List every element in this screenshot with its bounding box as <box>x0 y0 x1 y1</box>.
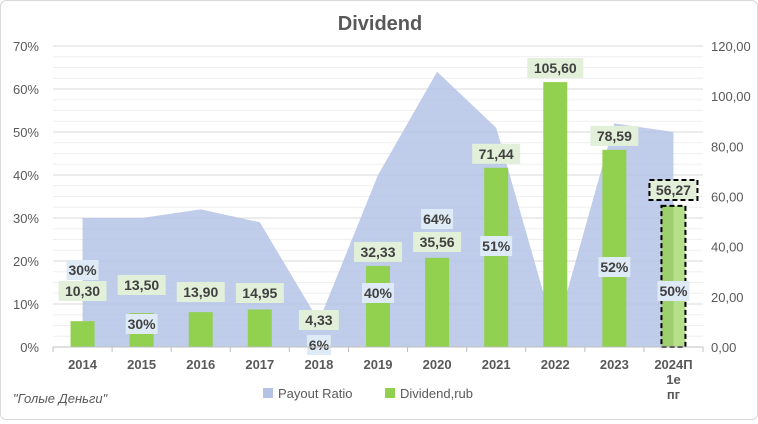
y-right-tick-label: 60,00 <box>711 190 744 205</box>
payout-ratio-label-bg <box>421 209 454 229</box>
dividend-label: 32,33 <box>360 244 395 260</box>
dividend-label: 105,60 <box>534 60 577 76</box>
y-right-tick-label: 40,00 <box>711 240 744 255</box>
x-tick-label: 2023 <box>600 357 629 372</box>
payout-ratio-label-bg <box>66 260 99 280</box>
dividend-label-bg <box>298 310 339 330</box>
y-left-tick-label: 0% <box>20 340 39 355</box>
dividend-label-bg <box>527 58 584 79</box>
payout-ratio-label: 30% <box>69 262 98 278</box>
payout-ratio-label: 51% <box>482 238 511 254</box>
payout-ratio-label: 30% <box>128 316 157 332</box>
dividend-label-bg <box>58 281 107 301</box>
dividend-bar <box>247 309 272 347</box>
x-tick-label: 2016 <box>186 357 215 372</box>
x-tick-label: 2020 <box>423 357 452 372</box>
x-tick-label: 2015 <box>127 357 156 372</box>
x-tick-label: 2024П 1е пг <box>654 357 692 402</box>
dividend-label-bg <box>117 275 166 295</box>
dividend-label-bg <box>176 282 225 302</box>
chart-title: Dividend <box>338 13 422 35</box>
dividend-bar <box>70 321 95 347</box>
dividend-label-bg <box>590 125 639 146</box>
payout-ratio-label-bg <box>480 236 513 256</box>
dividend-bar <box>484 167 509 347</box>
payout-ratio-label-bg <box>306 335 331 355</box>
source-text: "Голые Деньги" <box>13 391 109 406</box>
y-right-tick-label: 0,00 <box>711 340 736 355</box>
dividend-label: 35,56 <box>420 234 455 250</box>
y-right-tick-label: 120,00 <box>711 39 751 54</box>
dividend-label: 13,90 <box>183 284 218 300</box>
dividend-label: 4,33 <box>305 312 332 328</box>
dividend-bar <box>366 265 390 347</box>
y-left-tick-label: 70% <box>13 39 39 54</box>
y-right-tick-label: 80,00 <box>711 139 744 154</box>
dividend-label-bg <box>235 283 284 303</box>
dividend-label: 14,95 <box>242 285 277 301</box>
x-tick-label: 2018 <box>304 357 333 372</box>
payout-ratio-label: 50% <box>659 283 688 299</box>
y-left-tick-label: 30% <box>13 211 39 226</box>
payout-ratio-label-bg <box>362 283 394 303</box>
dividend-label: 13,50 <box>124 277 159 293</box>
dividend-bar <box>543 82 568 348</box>
y-left-tick-label: 60% <box>13 82 39 97</box>
payout-ratio-area <box>82 71 674 348</box>
payout-ratio-label: 40% <box>364 285 393 301</box>
payout-ratio-label-bg <box>598 257 631 277</box>
dividend-label: 71,44 <box>479 146 514 162</box>
y-left-tick-label: 50% <box>13 125 39 140</box>
y-left-tick-label: 10% <box>13 297 39 312</box>
dividend-label-bg <box>413 232 462 252</box>
y-left-tick-label: 40% <box>13 168 39 183</box>
payout-ratio-label-bg <box>125 314 158 334</box>
legend-label-payout-ratio: Payout Ratio <box>278 386 352 401</box>
x-tick-label: 2019 <box>364 357 393 372</box>
dividend-label-bg <box>472 143 521 164</box>
dividend-bar <box>602 149 627 347</box>
x-tick-label: 2022 <box>541 357 570 372</box>
dividend-bar <box>188 312 213 347</box>
x-tick-label: 2017 <box>245 357 274 372</box>
legend-label-dividend: Dividend,rub <box>400 386 473 401</box>
payout-ratio-label: 6% <box>309 337 330 353</box>
legend-swatch-dividend <box>385 388 395 398</box>
dividend-label-bg <box>354 241 402 262</box>
y-left-tick-label: 20% <box>13 254 39 269</box>
y-right-tick-label: 100,00 <box>711 89 751 104</box>
payout-ratio-label-bg <box>657 281 690 301</box>
x-tick-label: 2014 <box>68 357 98 372</box>
x-tick-label: 2021 <box>482 357 511 372</box>
payout-ratio-label: 52% <box>600 259 629 275</box>
payout-ratio-label: 64% <box>423 211 452 227</box>
dividend-bar <box>425 257 450 347</box>
legend-swatch-payout-ratio <box>263 388 273 398</box>
dividend-label: 78,59 <box>597 128 632 144</box>
dividend-bar-forecast-shade <box>661 205 674 347</box>
y-right-tick-label: 20,00 <box>711 290 744 305</box>
dividend-label: 10,30 <box>65 283 100 299</box>
dividend-label-bg <box>648 179 699 201</box>
dividend-label: 56,27 <box>656 182 691 198</box>
